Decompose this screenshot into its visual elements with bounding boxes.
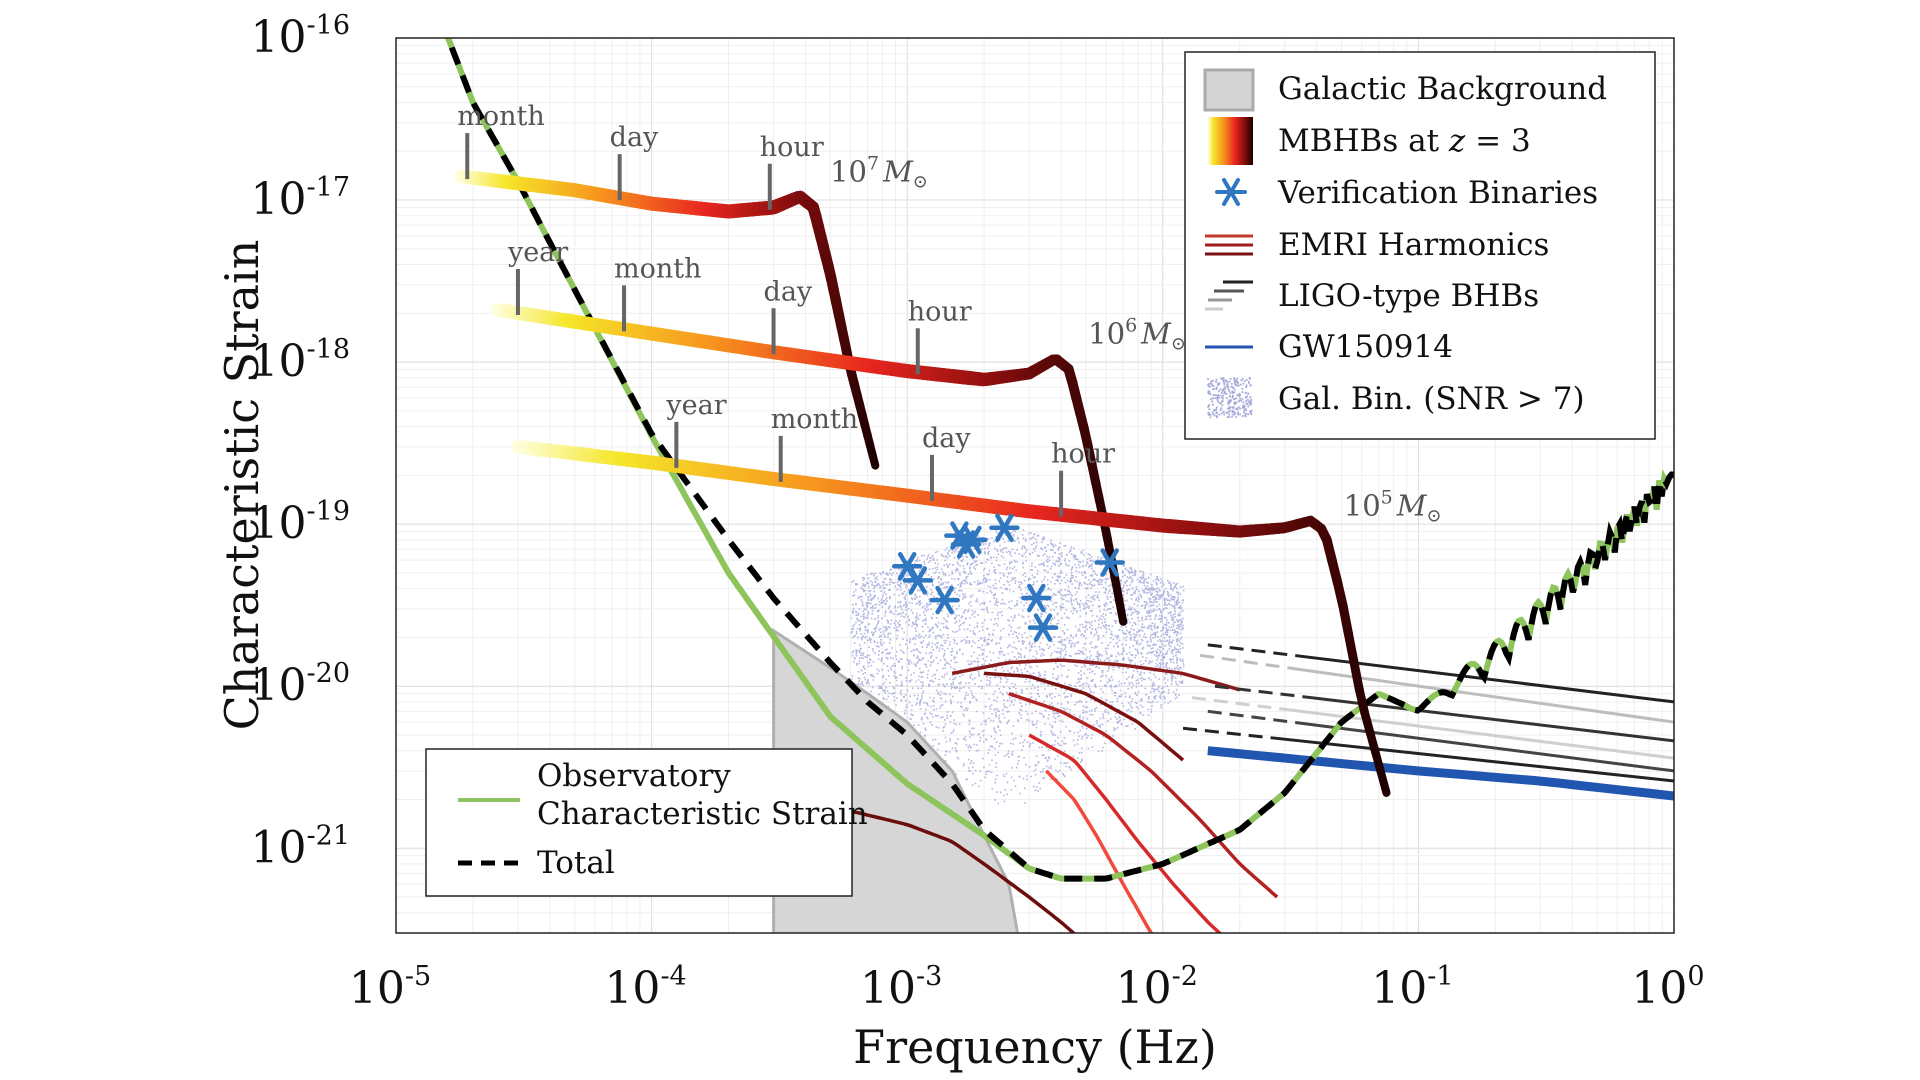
ligo-bhb-line: [1207, 643, 1296, 658]
gw150914-layer: [1207, 746, 1674, 801]
time-markers-layer: month day hour year month day hour year month day…: [457, 101, 1115, 517]
y-tick-label: 10-18: [251, 334, 350, 387]
total-line: [444, 38, 1674, 882]
time-marker-label: day: [922, 423, 971, 454]
verification-binary-marker: [929, 585, 960, 615]
legend-total-label: Total: [537, 845, 615, 881]
x-tick-label: 10-5: [349, 961, 431, 1014]
time-marker-label: year: [665, 390, 726, 421]
ligo-bhb-line: [1214, 684, 1303, 699]
legend-ligo-label: LIGO-type BHBs: [1278, 278, 1539, 314]
time-marker-label: hour: [1051, 439, 1115, 470]
legend-galactic-background-swatch: [1203, 68, 1255, 112]
ligo-bhb-line: [1270, 736, 1674, 783]
ligo-bhb-line: [1182, 726, 1271, 740]
time-marker-label: year: [507, 237, 568, 268]
y-tick-label: 10-21: [251, 820, 350, 873]
y-ticks: 10-16 10-17 10-18 10-19 10-20 10-21: [251, 10, 350, 873]
y-tick-label: 10-20: [251, 658, 350, 711]
time-marker-label: month: [771, 404, 859, 435]
gw150914-line: [1207, 746, 1674, 801]
ligo-bhb-line: [1295, 721, 1674, 773]
legend-gal-bin-swatch: [1207, 377, 1253, 419]
legend-mbhb-swatch: [1208, 117, 1253, 165]
ligo-bhb-line: [1191, 696, 1280, 711]
emri-harmonic-line: [1045, 769, 1154, 933]
plot-frame: [395, 37, 1675, 934]
verification-binary-marker: [902, 566, 934, 595]
verification-binary-marker: [1027, 613, 1059, 642]
legend-ligo-swatch: [1205, 280, 1253, 311]
legend-bottom-left: Observatory Characteristic Strain Total: [425, 748, 868, 897]
mbhb-track-segment: [868, 451, 880, 470]
y-axis-label: Characteristic Strain: [215, 240, 269, 731]
mbhb-track-segment: [1115, 597, 1128, 626]
legend-top-right: Galactic Background MBHBs at z = 3 Verif…: [1184, 51, 1656, 440]
mbhb-layer: 107 M⊙ 106 M⊙ 105 M⊙: [454, 153, 1442, 797]
legend-gw150914-label: GW150914: [1278, 329, 1453, 365]
mbhb-track-segment: [1349, 657, 1364, 695]
legend-emri-label: EMRI Harmonics: [1278, 227, 1549, 263]
legend-observatory-label-line2: Characteristic Strain: [537, 796, 868, 832]
verification-binary-marker: [989, 513, 1020, 543]
emri-harmonic-line: [1008, 691, 1279, 899]
legend-gal-bin-label: Gal. Bin. (SNR > 7): [1278, 381, 1585, 417]
mbhb-mass-label: 105 M⊙: [1344, 487, 1442, 527]
observatory-layer: [444, 38, 1674, 882]
mbhb-mass-label: 107 M⊙: [830, 153, 928, 193]
time-marker-label: month: [457, 101, 544, 132]
mbhb-track-segment: [1376, 768, 1391, 797]
mbhb-track-segment: [1343, 629, 1359, 667]
x-tick-label: 100: [1631, 961, 1704, 1014]
ligo-bhb-line: [1199, 653, 1288, 670]
mbhb-track-segment: [1338, 601, 1354, 639]
time-marker-label: hour: [908, 296, 972, 327]
x-tick-label: 10-2: [1116, 961, 1198, 1014]
emri-harmonic-line: [850, 809, 1077, 933]
time-marker-label: hour: [760, 132, 824, 163]
verification-binary-marker: [957, 525, 988, 555]
time-marker-label: day: [610, 122, 659, 153]
x-tick-label: 10-1: [1371, 961, 1453, 1014]
legend-verification-swatch: [1215, 178, 1247, 206]
time-marker-label: day: [764, 276, 813, 307]
x-tick-label: 10-4: [604, 961, 686, 1014]
x-axis-label: Frequency (Hz): [853, 1020, 1217, 1074]
legend-verification-label: Verification Binaries: [1277, 175, 1598, 211]
y-tick-label: 10-17: [251, 172, 350, 225]
legend-galactic-background-label: Galactic Background: [1278, 71, 1607, 107]
emri-harmonic-line: [984, 671, 1185, 762]
verification-binaries-layer: [891, 513, 1125, 642]
y-tick-label: 10-16: [251, 10, 350, 63]
y-tick-label: 10-19: [251, 496, 350, 549]
x-ticks: 10-5 10-4 10-3 10-2 10-1 100: [349, 961, 1705, 1014]
legend-mbhb-label: MBHBs at z = 3: [1278, 123, 1531, 159]
time-marker-label: month: [614, 253, 702, 284]
ligo-bhb-line: [1287, 666, 1674, 724]
x-tick-label: 10-3: [860, 961, 942, 1014]
ligo-bhb-line: [1207, 709, 1296, 724]
mbhb-mass-label: 106 M⊙: [1088, 315, 1186, 355]
verification-binary-marker: [1094, 548, 1125, 577]
legend-observatory-label-line1: Observatory: [537, 758, 731, 794]
legend-emri-swatch: [1205, 234, 1253, 256]
emri-harmonic-line: [951, 658, 1241, 692]
verification-binary-marker: [1021, 583, 1052, 613]
